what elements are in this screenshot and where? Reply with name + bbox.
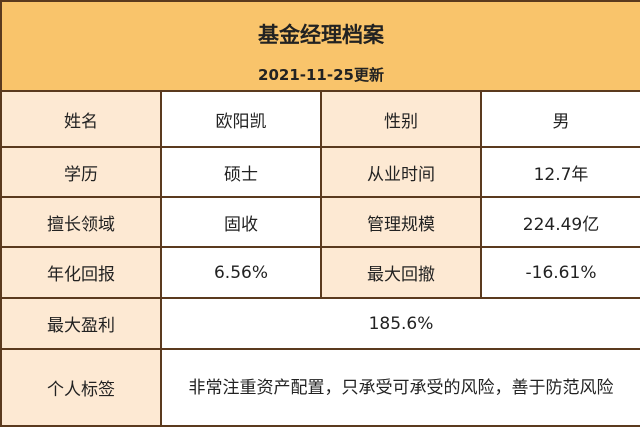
table-row: 最大盈利 185.6% bbox=[0, 297, 640, 350]
field-label: 姓名 bbox=[0, 90, 162, 148]
table-row: 年化回报 6.56% 最大回撤 -16.61% bbox=[0, 246, 640, 299]
field-value: 固收 bbox=[160, 196, 322, 248]
table-row: 个人标签 非常注重资产配置，只承受可承受的风险，善于防范风险 bbox=[0, 348, 640, 427]
field-value: 男 bbox=[480, 90, 640, 148]
table-row: 学历 硕士 从业时间 12.7年 bbox=[0, 146, 640, 198]
update-date: 2021-11-25更新 bbox=[0, 59, 640, 92]
field-value: 12.7年 bbox=[480, 146, 640, 198]
field-value: 6.56% bbox=[160, 246, 322, 299]
field-label: 学历 bbox=[0, 146, 162, 198]
field-label: 管理规模 bbox=[320, 196, 482, 248]
field-value: 非常注重资产配置，只承受可承受的风险，善于防范风险 bbox=[160, 348, 640, 427]
field-value: 185.6% bbox=[160, 297, 640, 350]
field-label: 擅长领域 bbox=[0, 196, 162, 248]
field-value: 硕士 bbox=[160, 146, 322, 198]
field-value: -16.61% bbox=[480, 246, 640, 299]
field-value: 224.49亿 bbox=[480, 196, 640, 248]
table-row: 姓名 欧阳凯 性别男 bbox=[0, 90, 640, 148]
field-label: 从业时间 bbox=[320, 146, 482, 198]
field-value: 欧阳凯 bbox=[160, 90, 322, 148]
field-label: 最大回撤 bbox=[320, 246, 482, 299]
table-row: 擅长领域 固收 管理规模 224.49亿 bbox=[0, 196, 640, 248]
field-label: 年化回报 bbox=[0, 246, 162, 299]
field-label: 性别 bbox=[320, 90, 482, 148]
title: 基金经理档案 bbox=[0, 0, 640, 59]
field-label: 最大盈利 bbox=[0, 297, 162, 350]
table-body: 姓名 欧阳凯 性别男学历 硕士 从业时间 12.7年 擅长领域 固收 管理规模 224.49亿 年化… bbox=[0, 90, 640, 427]
field-label: 个人标签 bbox=[0, 348, 162, 427]
